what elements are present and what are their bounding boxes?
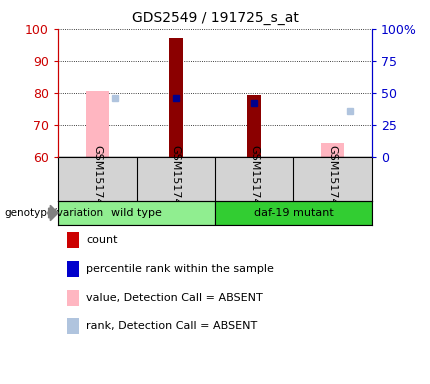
Bar (321, 142, 344, 157)
Text: genotype/variation: genotype/variation (4, 208, 104, 218)
Text: value, Detection Call = ABSENT: value, Detection Call = ABSENT (86, 293, 263, 303)
Bar (58, 201, 215, 225)
Text: GSM151746: GSM151746 (328, 146, 338, 213)
Text: GSM151748: GSM151748 (171, 145, 181, 213)
Text: GSM151745: GSM151745 (249, 146, 259, 213)
Text: rank, Detection Call = ABSENT: rank, Detection Call = ABSENT (86, 321, 258, 331)
Text: wild type: wild type (111, 208, 162, 218)
Text: percentile rank within the sample: percentile rank within the sample (86, 264, 274, 274)
Text: daf-19 mutant: daf-19 mutant (254, 208, 333, 218)
Bar (86, 91, 109, 157)
Bar (169, 38, 183, 157)
Title: GDS2549 / 191725_s_at: GDS2549 / 191725_s_at (132, 11, 298, 25)
Bar (247, 94, 261, 157)
Text: count: count (86, 235, 118, 245)
Bar (215, 201, 372, 225)
Text: GSM151747: GSM151747 (92, 145, 102, 213)
